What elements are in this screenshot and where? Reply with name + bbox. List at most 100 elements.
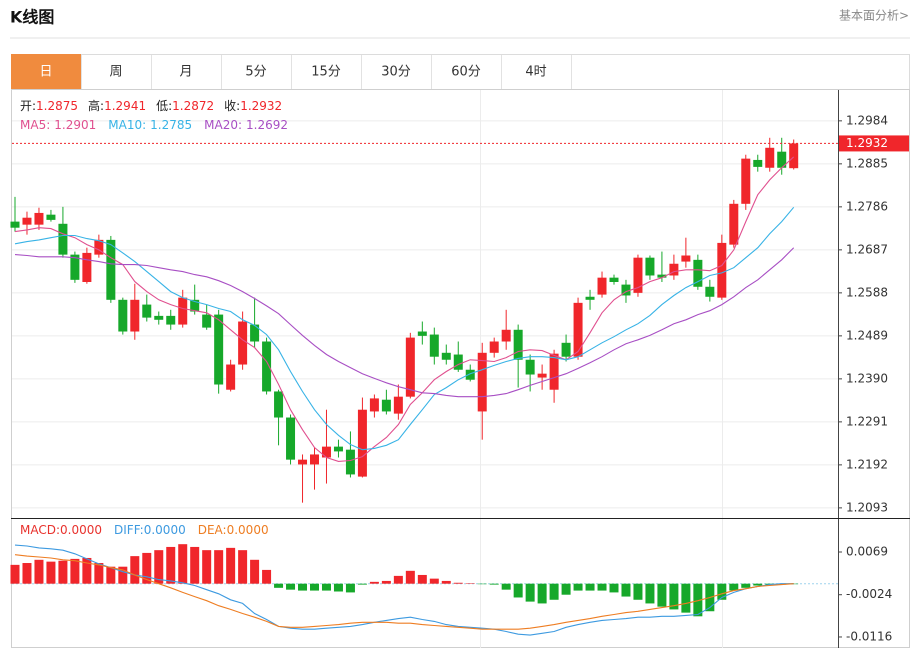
candle-body — [10, 221, 20, 228]
ohlc-label: 收: — [224, 99, 240, 113]
macd-bar — [549, 583, 559, 600]
legend-value: 1.2692 — [246, 118, 288, 132]
macd-bar — [34, 559, 44, 584]
candle-body — [369, 398, 379, 412]
candle-body — [70, 254, 80, 280]
macd-bar — [106, 566, 116, 584]
legend-name: MA10: — [108, 118, 146, 132]
tab-active-bg — [11, 54, 81, 90]
y-tick-label: 0.0069 — [846, 544, 888, 558]
tab[interactable]: 日 — [39, 65, 52, 80]
macd-bar — [82, 557, 92, 584]
macd-bar — [58, 560, 68, 584]
tab[interactable]: 月 — [179, 65, 192, 80]
candle-body — [561, 342, 571, 357]
candle-body — [381, 399, 391, 412]
ohlc-label: 高: — [88, 98, 104, 113]
candle-body — [118, 299, 128, 332]
candle-body — [286, 417, 296, 460]
candle-body — [585, 296, 595, 300]
candle-body — [417, 331, 427, 336]
macd-bar — [465, 583, 475, 584]
tab[interactable]: 4时 — [525, 65, 546, 80]
candle-body — [477, 352, 487, 412]
macd-line — [14, 544, 794, 636]
ohlc-info: 开:1.2875 高:1.2941 低:1.2872 收:1.2932 — [20, 98, 282, 113]
macd-bar — [645, 583, 655, 604]
macd-bar — [381, 580, 391, 584]
macd-line — [14, 554, 794, 630]
candle-body — [549, 353, 559, 390]
y-tick-label: 1.2390 — [846, 371, 888, 385]
legend-name: DEA: — [198, 523, 227, 537]
macd-bar — [681, 583, 691, 613]
candle-body — [94, 239, 104, 255]
macd-bar — [621, 583, 631, 597]
macd-bar — [226, 547, 236, 584]
macd-bar — [118, 566, 128, 584]
macd-bar — [441, 580, 451, 584]
macd-bar — [501, 583, 511, 590]
macd-bar — [22, 563, 32, 584]
macd-bar — [190, 546, 200, 584]
candle-body — [621, 284, 631, 296]
candle-body — [597, 277, 607, 295]
legend-value: 0.0000 — [144, 523, 186, 537]
candle-body — [142, 304, 152, 318]
candle-body — [789, 143, 799, 169]
macd-bar — [154, 550, 164, 584]
candle-body — [657, 274, 667, 278]
macd-bar — [669, 583, 679, 610]
macd-bar — [729, 583, 739, 591]
moving-average-line — [14, 206, 795, 451]
candle-body — [525, 359, 535, 375]
tab[interactable]: 周 — [109, 65, 122, 80]
macd-bar — [573, 583, 583, 591]
candle-body — [777, 151, 787, 168]
macd-bar — [753, 583, 763, 586]
candle-body — [298, 459, 308, 465]
candle-body — [154, 315, 164, 320]
candle-body — [262, 341, 272, 392]
macd-bar — [178, 544, 188, 584]
macd-bar — [477, 583, 487, 585]
candle-body — [166, 315, 176, 325]
candle-body — [130, 299, 140, 332]
macd-bar — [693, 583, 703, 617]
chart-frame — [11, 89, 910, 648]
ohlc-value: 1.2941 — [104, 99, 146, 113]
legend-name: MA20: — [204, 118, 242, 132]
macd-bar — [369, 581, 379, 584]
ohlc-value: 1.2932 — [240, 99, 282, 113]
tab[interactable]: 15分 — [311, 65, 341, 80]
macd-bar — [741, 583, 751, 588]
fundamental-link[interactable]: 基本面分析> — [839, 9, 909, 23]
candle-body — [573, 302, 583, 357]
candle-body — [753, 159, 763, 167]
macd-bar — [166, 546, 176, 584]
candle-body — [274, 391, 284, 418]
candle-body — [645, 257, 655, 276]
ohlc-value: 1.2875 — [36, 99, 78, 113]
candle-body — [310, 454, 319, 465]
y-tick-label: 1.2192 — [846, 457, 888, 471]
tab[interactable]: 5分 — [245, 65, 266, 80]
candle-body — [609, 277, 619, 282]
tab[interactable]: 30分 — [381, 65, 411, 80]
candle-body — [633, 257, 643, 293]
macd-bar — [250, 559, 260, 584]
macd-legend: MACD:0.0000 DIFF:0.0000 DEA:0.0000 — [20, 523, 269, 537]
candle-body — [202, 314, 212, 328]
tab[interactable]: 60分 — [451, 65, 481, 80]
candle-body — [214, 314, 224, 385]
macd-bar — [10, 564, 20, 584]
macd-bar — [286, 583, 296, 590]
macd-bar — [214, 550, 224, 584]
tab-bar: 日 周 月 5分 15分 30分 60分 4时 — [11, 54, 910, 90]
macd-bar — [202, 550, 212, 584]
macd-bar — [597, 583, 607, 591]
candle-body — [705, 286, 715, 297]
candle-body — [681, 255, 691, 262]
macd-bar — [537, 583, 547, 604]
